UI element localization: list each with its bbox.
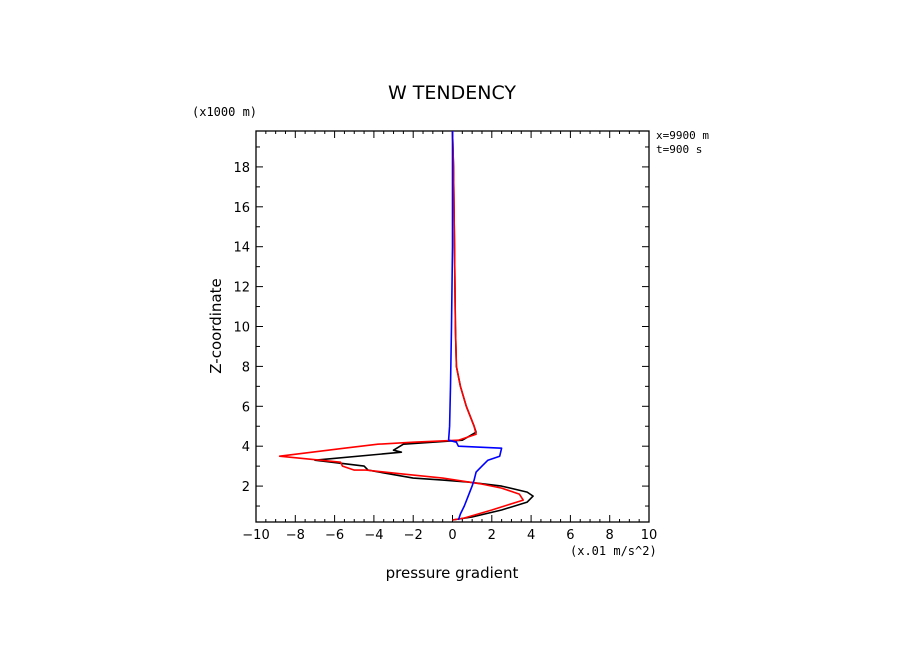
x-tick-label: 8 — [606, 528, 614, 543]
x-unit-label: (x.01 m/s^2) — [570, 544, 657, 558]
x-tick-label: 10 — [641, 528, 658, 543]
x-tick-label: −4 — [364, 528, 383, 543]
y-tick-label: 12 — [233, 281, 250, 296]
y-tick-label: 6 — [242, 400, 250, 415]
series-layer — [278, 130, 534, 521]
x-tick-label: 0 — [448, 528, 456, 543]
x-tick-label: −2 — [404, 528, 423, 543]
y-tick-label: 2 — [242, 480, 250, 495]
x-tick-label: 2 — [488, 528, 496, 543]
y-unit-label: (x1000 m) — [192, 105, 257, 119]
y-tick-label: 18 — [233, 161, 250, 176]
series-line-red — [278, 130, 524, 521]
y-axis-label: Z-coordinate — [207, 278, 225, 373]
y-tick-label: 16 — [233, 201, 250, 216]
series-line-blue — [447, 131, 503, 521]
y-tick-label: 14 — [233, 241, 250, 256]
y-tick-label: 4 — [242, 440, 250, 455]
chart-title: W TENDENCY — [388, 82, 516, 104]
axes-layer: −10 −8 −6 −4 −2 0 2 4 6 8 10 2 4 6 8 10 12 14 16 18 — [233, 130, 658, 543]
x-tick-label: −6 — [325, 528, 344, 543]
x-axis-label: pressure gradient — [386, 564, 519, 582]
x-tick-label: −8 — [286, 528, 305, 543]
series-line-black — [314, 130, 534, 521]
y-tick-label: 8 — [242, 360, 250, 375]
x-tick-label: −10 — [242, 528, 269, 543]
annotation-time: t=900 s — [656, 143, 702, 156]
y-tick-label: 10 — [233, 321, 250, 336]
x-tick-label: 4 — [527, 528, 535, 543]
x-tick-label: 6 — [566, 528, 574, 543]
annotation-x-position: x=9900 m — [656, 129, 709, 142]
